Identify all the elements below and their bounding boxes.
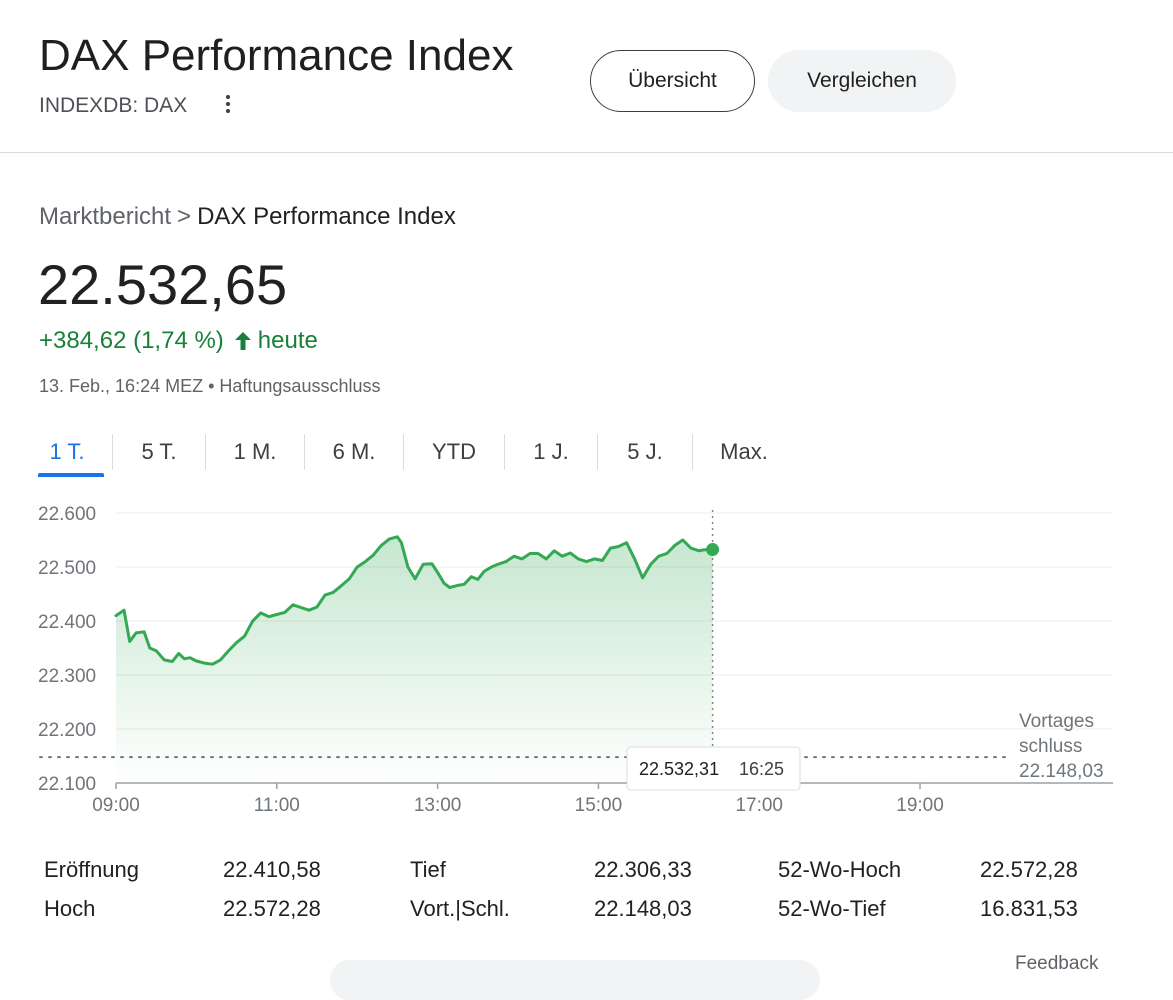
tab-1-day[interactable]: 1 T. [30,430,104,477]
current-point-marker [706,543,720,557]
tab-1-month[interactable]: 1 M. [233,439,277,464]
header: DAX Performance Index INDEXDB: DAX Übers… [0,0,1173,153]
x-tick-label: 17:00 [735,795,783,816]
previous-close-label: Vortages [1019,711,1094,732]
tab-6-months[interactable]: 6 M. [332,439,376,464]
stat-label-52w-high: 52-Wo-Hoch [778,857,902,882]
stat-label-52w-low: 52-Wo-Tief [778,896,886,921]
chart-tooltip: 22.532,31 16:25 [626,746,801,791]
overview-button[interactable]: Übersicht [590,50,755,112]
price-chart[interactable]: 22.600 22.500 22.400 22.300 22.200 22.10009:0… [0,490,1173,830]
breadcrumb-current: DAX Performance Index [197,203,456,230]
breadcrumb: Marktbericht > DAX Performance Index [39,203,456,231]
feedback-link[interactable]: Feedback [1015,953,1099,974]
stat-label-high: Hoch [44,896,96,921]
range-tabs: 1 T. 5 T. 1 M. 6 M. YTD 1 J. 5 J. Max. [30,430,795,477]
price-change: +384,62 (1,74 %) heute [39,327,318,355]
breadcrumb-market-report[interactable]: Marktbericht [39,203,172,230]
ticker-symbol: INDEXDB: DAX [39,94,188,117]
stat-value-52w-high: 22.572,28 [980,857,1078,882]
stat-value-52w-low: 16.831,53 [980,896,1078,921]
y-tick-label: 22.500 [38,558,96,579]
tab-ytd[interactable]: YTD [432,439,476,464]
price-change-period: heute [257,327,318,354]
price-change-value: +384,62 (1,74 %) [39,327,224,354]
x-tick-label: 11:00 [254,795,300,816]
quote-timestamp: 13. Feb., 16:24 MEZ • Haftungsausschluss [39,376,381,396]
stat-value-high: 22.572,28 [223,896,321,921]
y-tick-label: 22.200 [38,720,96,741]
previous-close-label: 22.148,03 [1019,761,1104,782]
y-tick-label: 22.100 [38,774,96,795]
x-tick-label: 13:00 [414,795,462,816]
current-price: 22.532,65 [38,253,288,316]
tab-5-days[interactable]: 5 T. [141,439,177,464]
y-tick-label: 22.600 [38,504,96,525]
x-tick-label: 19:00 [896,795,944,816]
price-area [116,536,713,783]
tab-5-years[interactable]: 5 J. [627,439,663,464]
tooltip-time: 16:25 [739,759,784,779]
stat-value-low: 22.306,33 [594,857,692,882]
bottom-bar [330,960,820,1000]
stat-value-open: 22.410,58 [223,857,321,882]
previous-close-label: schluss [1019,736,1082,757]
y-tick-label: 22.300 [38,666,96,687]
stat-label-open: Eröffnung [44,857,140,882]
stat-value-prev-close: 22.148,03 [594,896,692,921]
y-tick-label: 22.400 [38,612,96,633]
stat-label-prev-close: Vort.|Schl. [410,896,510,921]
tab-1-year[interactable]: 1 J. [533,439,569,464]
tooltip-value: 22.532,31 [639,759,719,779]
breadcrumb-separator: > [177,203,192,230]
more-options-icon[interactable] [218,92,238,118]
x-tick-label: 15:00 [575,795,623,816]
tab-max[interactable]: Max. [720,439,768,464]
compare-button[interactable]: Vergleichen [768,50,956,112]
page-title: DAX Performance Index [39,31,514,80]
tooltip-box [626,746,801,791]
arrow-up-icon [234,332,251,350]
price-line [114,535,715,666]
x-tick-label: 09:00 [92,795,140,816]
stat-label-low: Tief [410,857,446,882]
